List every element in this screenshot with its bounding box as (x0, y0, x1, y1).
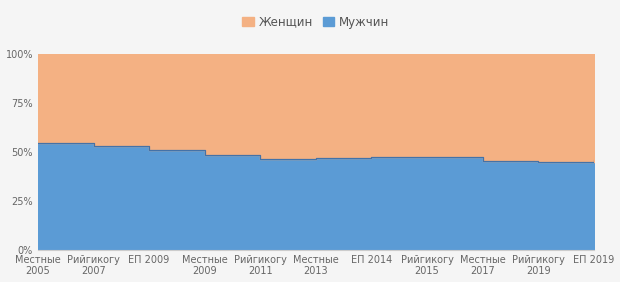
Legend: Женщин, Мужчин: Женщин, Мужчин (237, 11, 394, 33)
